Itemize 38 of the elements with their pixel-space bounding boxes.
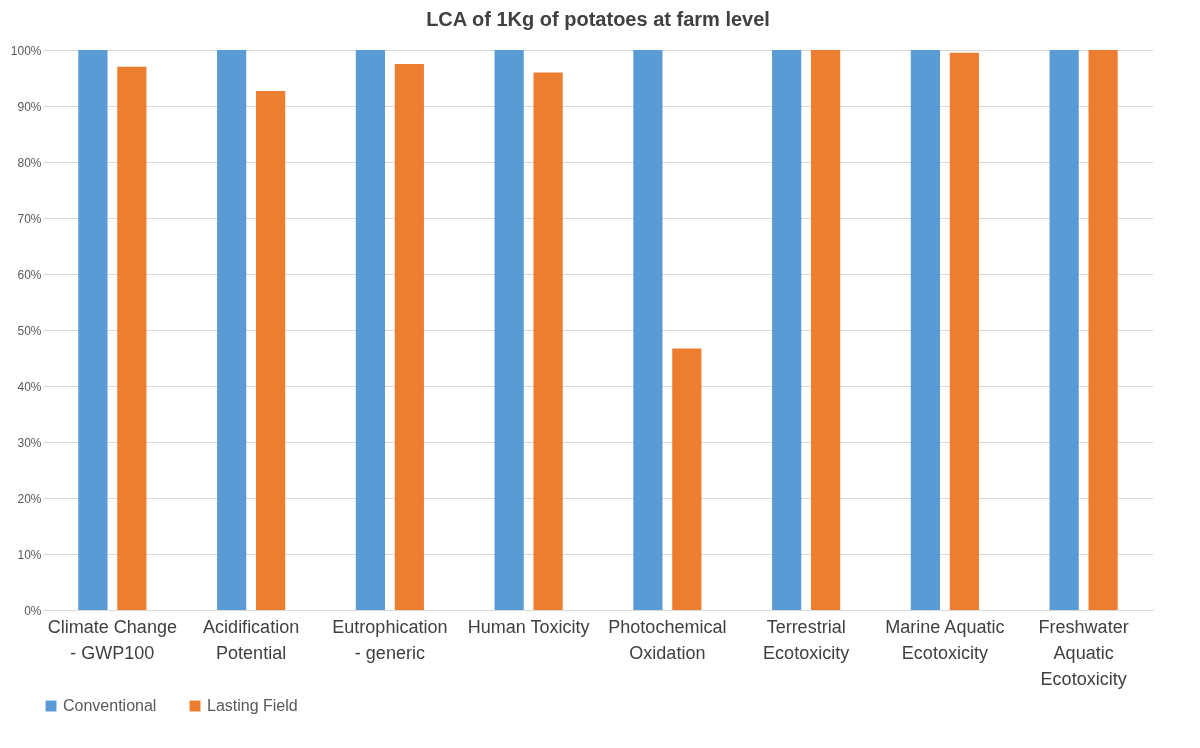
- y-tick-label: 100%: [10, 43, 42, 58]
- y-tick-label: 60%: [17, 267, 42, 282]
- bar: [394, 64, 424, 610]
- y-tick-label: 50%: [17, 323, 42, 338]
- bar: [217, 50, 247, 610]
- x-tick-label: Climate Change - GWP100: [47, 616, 177, 663]
- x-tick-label: Photochemical Oxidation: [608, 616, 727, 663]
- bar: [117, 66, 147, 610]
- bar: [772, 50, 802, 610]
- chart-title: LCA of 1Kg of potatoes at farm level: [426, 8, 770, 30]
- bar: [255, 90, 286, 610]
- x-tick-label: Terrestrial Ecotoxicity: [763, 616, 850, 663]
- bar: [910, 50, 941, 610]
- bar: [78, 50, 108, 610]
- y-tick-label: 30%: [17, 435, 42, 450]
- x-tick-label: Human Toxicity: [467, 616, 590, 637]
- y-tick-label: 0%: [24, 603, 42, 618]
- y-tick-label: 20%: [17, 491, 42, 506]
- y-tick-label: 90%: [17, 99, 42, 114]
- bar: [1088, 50, 1118, 610]
- x-tick-label: Freshwater Aquatic Ecotoxicity: [1038, 616, 1129, 689]
- legend-label: Lasting Field: [207, 697, 298, 714]
- y-tick-label: 10%: [17, 547, 42, 562]
- bar: [533, 72, 563, 610]
- y-tick-label: 40%: [17, 379, 42, 394]
- bar: [355, 50, 386, 610]
- bar: [672, 348, 702, 610]
- bar: [1049, 50, 1079, 610]
- x-tick-label: Acidification Potential: [203, 616, 300, 663]
- x-tick-label: Marine Aquatic Ecotoxicity: [885, 616, 1005, 663]
- legend-label: Conventional: [63, 697, 157, 714]
- bar: [494, 50, 524, 610]
- x-tick-label: Eutrophication - generic: [332, 616, 448, 663]
- bar: [949, 52, 979, 610]
- y-tick-label: 70%: [17, 211, 42, 226]
- bar: [633, 50, 663, 610]
- bar: [810, 50, 841, 610]
- y-tick-label: 80%: [17, 155, 42, 170]
